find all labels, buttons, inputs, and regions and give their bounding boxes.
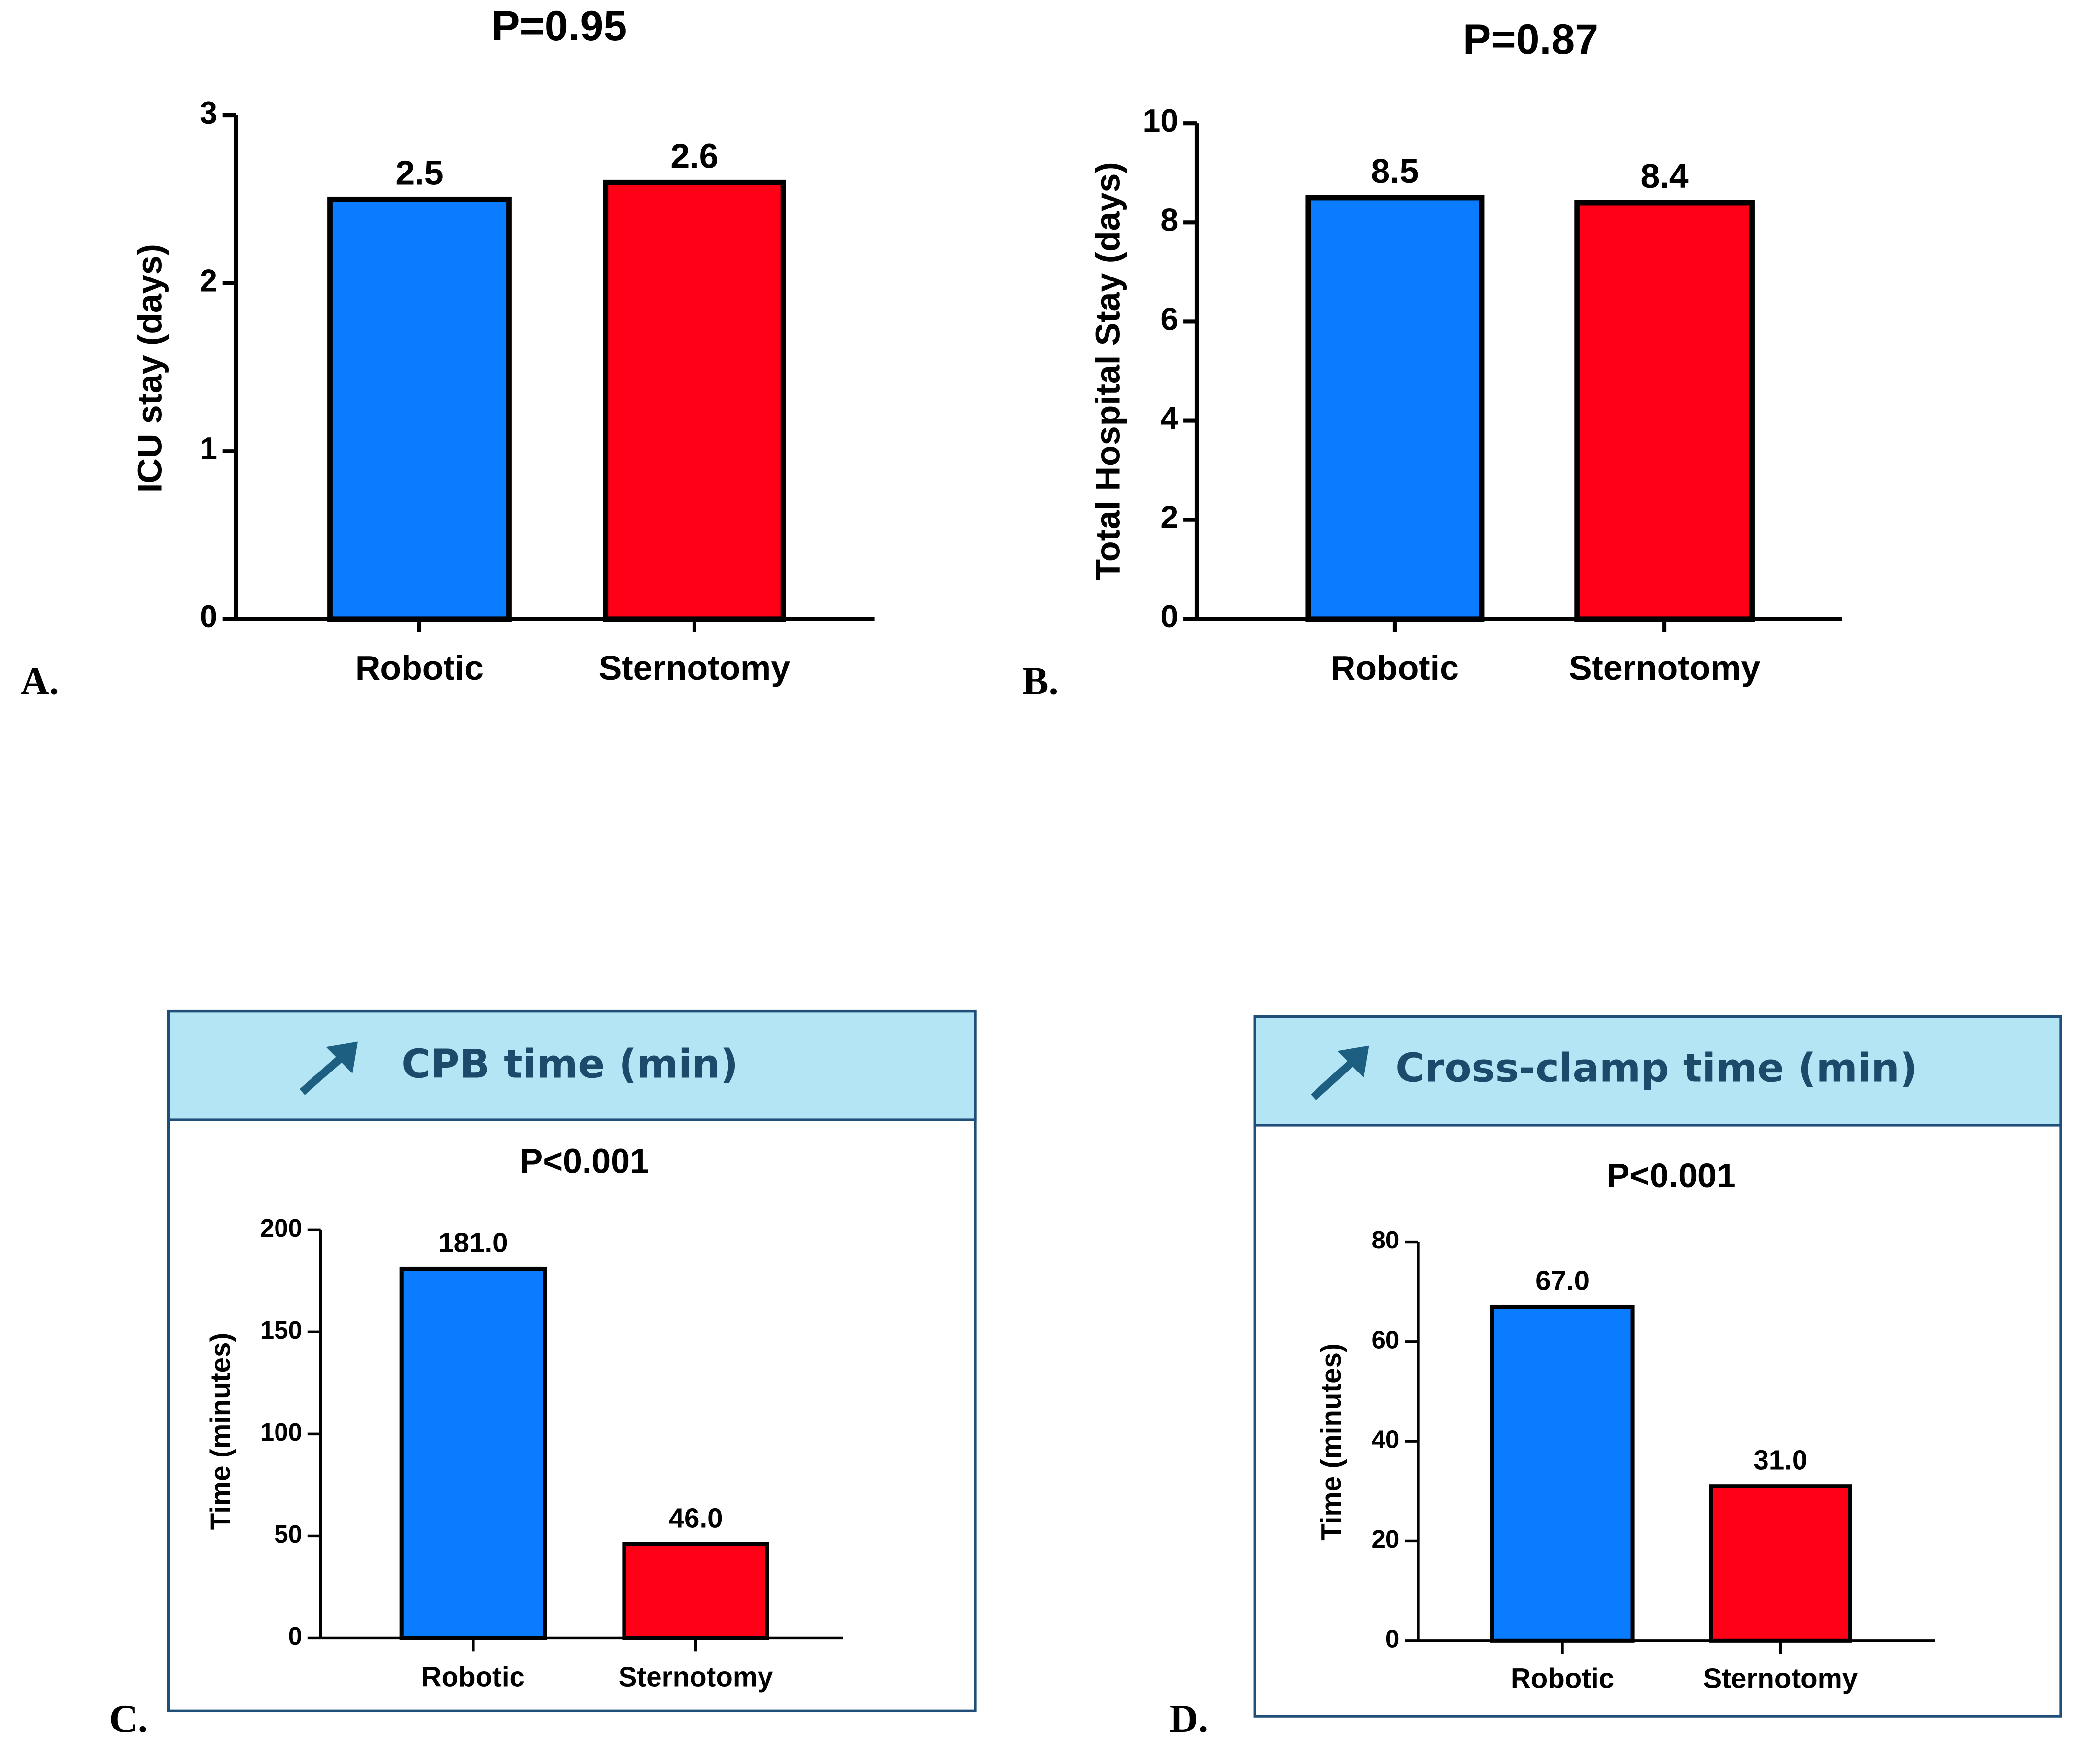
value-label: 2.5 [395,153,443,192]
panel-header: CPB time (min) [401,1041,738,1088]
y-tick-label: 10 [1143,103,1178,138]
panel-box [167,1009,977,1713]
panel-header: Cross-clamp time (min) [1395,1045,1917,1092]
chart-title: P=0.95 [491,2,627,50]
x-tick-label: Robotic [1331,649,1459,687]
y-tick-label: 80 [1372,1226,1400,1254]
bar [603,179,786,622]
bar [622,1542,769,1640]
value-label: 181.0 [438,1227,508,1258]
value-label: 8.4 [1641,157,1689,195]
y-tick-label: 150 [260,1316,302,1344]
arrow-head [326,1041,358,1074]
y-tick-label: 2 [200,263,217,299]
panel-label: C. [109,1697,148,1741]
bar [327,196,512,622]
y-tick-label: 2 [1160,500,1178,535]
y-tick-label: 50 [274,1520,302,1548]
y-tick-label: 1 [200,431,217,466]
panel-box [1253,1015,2062,1718]
value-label: 46.0 [669,1502,723,1533]
chart-title: P<0.001 [1606,1156,1735,1195]
bar [1574,200,1755,622]
panel-label: A. [20,659,59,703]
chart-title: P=0.87 [1463,16,1598,63]
chart-title: P<0.001 [520,1141,649,1180]
x-tick-label: Robotic [355,649,484,687]
x-tick-label: Sternotomy [599,649,790,687]
x-tick-label: Sternotomy [1569,649,1760,687]
y-tick-label: 0 [1385,1625,1399,1653]
arrow-head [1337,1045,1369,1078]
x-tick-label: Sternotomy [1703,1662,1858,1694]
bar [399,1266,547,1640]
y-tick-label: 40 [1372,1425,1400,1453]
y-axis-label: Time (minutes) [205,1333,236,1530]
y-tick-label: 8 [1160,202,1178,238]
y-tick-label: 0 [200,599,217,634]
y-tick-label: 200 [260,1214,302,1242]
value-label: 2.6 [670,137,718,175]
y-tick-label: 3 [200,95,217,131]
panel-label: D. [1170,1697,1208,1741]
x-tick-label: Robotic [1511,1662,1614,1694]
x-tick-label: Robotic [421,1661,525,1693]
y-tick-label: 4 [1160,401,1178,436]
y-tick-label: 0 [1160,599,1178,634]
header-band [1253,1015,2062,1127]
value-label: 31.0 [1753,1445,1807,1476]
y-axis-label: ICU stay (days) [131,244,169,493]
y-tick-label: 6 [1160,301,1178,337]
y-axis-label: Total Hospital Stay (days) [1089,162,1127,580]
x-tick-label: Sternotomy [619,1661,773,1693]
y-tick-label: 100 [260,1418,302,1446]
y-tick-label: 0 [288,1622,302,1650]
bar [1490,1304,1635,1643]
value-label: 67.0 [1535,1265,1590,1296]
bar [1709,1484,1852,1643]
bar [1305,195,1485,622]
panel-label: B. [1022,659,1059,703]
value-label: 8.5 [1371,152,1419,190]
y-tick-label: 60 [1372,1325,1400,1353]
y-axis-label: Time (minutes) [1316,1343,1347,1540]
header-band [167,1009,977,1121]
y-tick-label: 20 [1372,1525,1400,1553]
